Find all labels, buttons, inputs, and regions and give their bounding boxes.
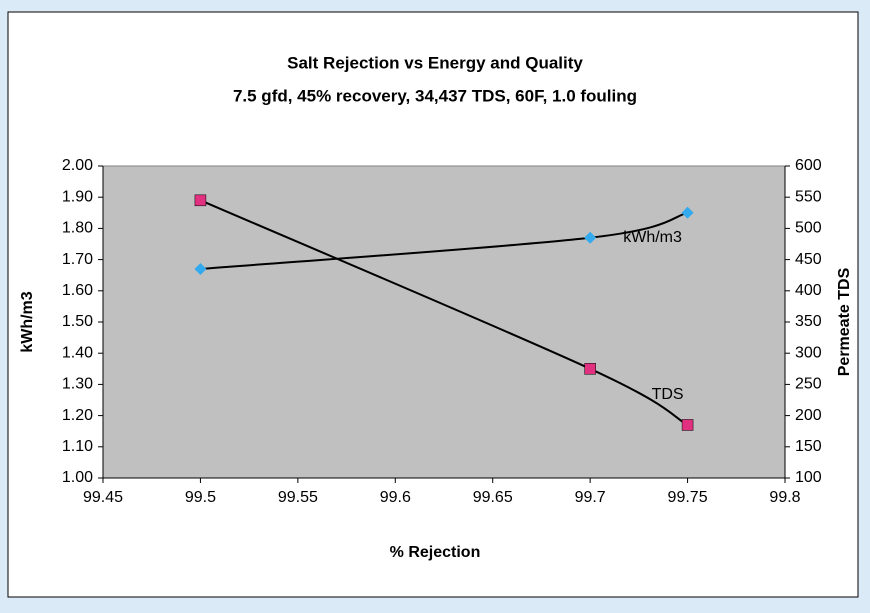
chart-subtitle: 7.5 gfd, 45% recovery, 34,437 TDS, 60F, … (233, 86, 637, 105)
x-tick-label: 99.6 (380, 489, 411, 506)
data-marker (584, 231, 597, 244)
x-tick-label: 99.8 (769, 489, 800, 506)
y2-tick-label: 400 (795, 282, 822, 299)
y-tick-label: 1.50 (62, 313, 93, 330)
y-tick-label: 1.80 (62, 220, 93, 237)
y-tick-label: 2.00 (62, 157, 93, 174)
y2-tick-label: 500 (795, 220, 822, 237)
y2-tick-label: 150 (795, 438, 822, 455)
x-axis-label: % Rejection (390, 544, 481, 561)
data-marker (681, 206, 694, 219)
x-tick-label: 99.5 (185, 489, 216, 506)
y-tick-label: 1.40 (62, 344, 93, 361)
y2-tick-label: 550 (795, 188, 822, 205)
y2-tick-label: 350 (795, 313, 822, 330)
y-tick-label: 1.70 (62, 251, 93, 268)
x-tick-label: 99.75 (668, 489, 708, 506)
series-label: TDS (652, 386, 684, 403)
y2-axis-label: Permeate TDS (836, 267, 853, 376)
series-line (200, 211, 688, 270)
y-tick-label: 1.10 (62, 438, 93, 455)
y-tick-label: 1.00 (62, 469, 93, 486)
series-label: kWh/m3 (623, 229, 682, 246)
data-marker (194, 262, 207, 275)
y-tick-label: 1.20 (62, 407, 93, 424)
x-tick-label: 99.65 (473, 489, 513, 506)
x-tick-label: 99.55 (278, 489, 318, 506)
y2-tick-label: 600 (795, 157, 822, 174)
chart-title: Salt Rejection vs Energy and Quality (287, 53, 583, 72)
y2-tick-label: 200 (795, 407, 822, 424)
data-marker (584, 363, 596, 375)
y-tick-label: 1.90 (62, 188, 93, 205)
plot-area (102, 165, 786, 479)
y-tick-label: 1.30 (62, 376, 93, 393)
x-tick-label: 99.45 (83, 489, 123, 506)
data-marker (194, 194, 207, 207)
y2-tick-label: 300 (795, 344, 822, 361)
data-marker (681, 419, 694, 431)
y2-tick-label: 250 (795, 376, 822, 393)
series-line (200, 199, 689, 426)
y-axis-label: kWh/m3 (19, 291, 36, 352)
y2-tick-label: 450 (795, 251, 822, 268)
x-tick-label: 99.7 (575, 489, 606, 506)
y2-tick-label: 100 (795, 469, 822, 486)
y-tick-label: 1.60 (62, 282, 93, 299)
